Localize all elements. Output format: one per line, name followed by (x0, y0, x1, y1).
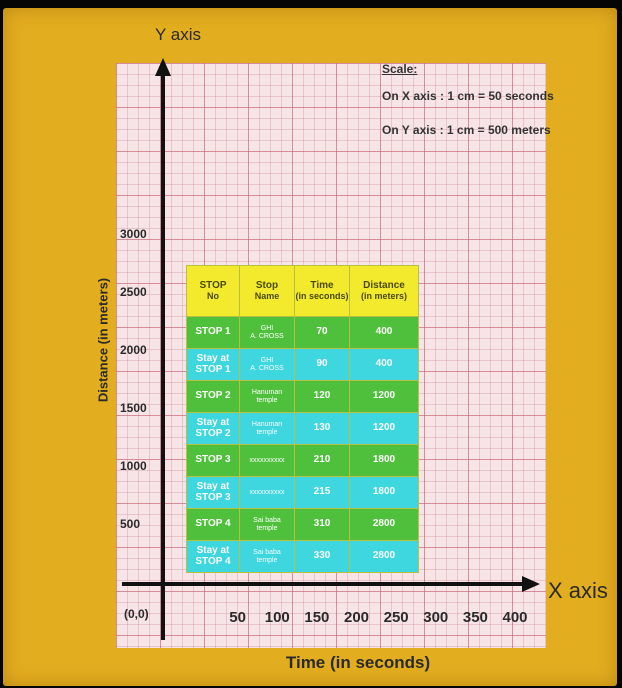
cell-stop-name: Sai baba temple (239, 540, 295, 573)
cell-stop: Stay at STOP 2 (186, 412, 240, 445)
cell-distance: 400 (349, 348, 419, 381)
x-tick-labels: 50 100 150 200 250 300 350 400 (229, 609, 527, 626)
stops-data-table: STOP No Stop Name Time (in seconds) Distanc… (186, 265, 419, 573)
cell-stop: STOP 3 (186, 444, 240, 477)
cell-time: 210 (294, 444, 350, 477)
y-tick-label: 2000 (120, 343, 147, 357)
table-row: Stay at STOP 1 GHI A. CROSS 90 400 (186, 348, 419, 381)
x-tick-label: 400 (502, 609, 527, 626)
cell-distance: 2800 (349, 508, 419, 541)
x-axis-label: Time (in seconds) (286, 653, 430, 672)
y-tick-label: 3000 (120, 227, 147, 241)
cell-stop-name: xxxxxxxxxx (239, 476, 295, 509)
y-axis-name: Y axis (155, 25, 201, 44)
cell-stop: STOP 2 (186, 380, 240, 413)
cell-distance: 2800 (349, 540, 419, 573)
cell-stop: Stay at STOP 3 (186, 476, 240, 509)
y-tick-label: 1500 (120, 401, 147, 415)
origin-label: (0,0) (124, 607, 149, 621)
cell-distance: 400 (349, 316, 419, 349)
table-row: STOP 3 xxxxxxxxxx 210 1800 (186, 444, 419, 477)
cell-stop-name: GHI A. CROSS (239, 316, 295, 349)
x-tick-label: 350 (463, 609, 488, 626)
cell-time: 90 (294, 348, 350, 381)
table-row: Stay at STOP 2 Hanuman temple 130 1200 (186, 412, 419, 445)
cell-stop-name: xxxxxxxxxx (239, 444, 295, 477)
y-axis-arrow (155, 58, 171, 76)
header-distance: Distance (in meters) (349, 265, 419, 317)
scale-note: Scale: On X axis : 1 cm = 50 seconds On … (382, 62, 602, 156)
cell-stop: Stay at STOP 1 (186, 348, 240, 381)
table-row: STOP 4 Sai baba temple 310 2800 (186, 508, 419, 541)
cell-stop-name: Hanuman temple (239, 412, 295, 445)
cell-time: 70 (294, 316, 350, 349)
y-tick-label: 2500 (120, 285, 147, 299)
scale-y-line: On Y axis : 1 cm = 500 meters (382, 122, 551, 137)
scale-title: Scale: (382, 62, 418, 76)
cell-stop: STOP 4 (186, 508, 240, 541)
y-tick-labels: 500 1000 1500 2000 2500 3000 (120, 227, 147, 531)
x-tick-label: 250 (384, 609, 409, 626)
x-tick-label: 200 (344, 609, 369, 626)
x-axis-name: X axis (548, 578, 608, 603)
table-row: STOP 2 Hanuman temple 120 1200 (186, 380, 419, 413)
cell-stop-name: Sai baba temple (239, 508, 295, 541)
cell-time: 215 (294, 476, 350, 509)
cell-distance: 1800 (349, 476, 419, 509)
cell-time: 130 (294, 412, 350, 445)
cell-stop-name: Hanuman temple (239, 380, 295, 413)
y-axis-label: Distance (in meters) (95, 277, 111, 403)
cell-distance: 1800 (349, 444, 419, 477)
x-tick-label: 300 (423, 609, 448, 626)
x-tick-label: 50 (229, 609, 246, 626)
table-row: STOP 1 GHI A. CROSS 70 400 (186, 316, 419, 349)
cell-stop: STOP 1 (186, 316, 240, 349)
cell-time: 120 (294, 380, 350, 413)
table-row: Stay at STOP 3 xxxxxxxxxx 215 1800 (186, 476, 419, 509)
cell-distance: 1200 (349, 412, 419, 445)
cell-time: 310 (294, 508, 350, 541)
header-time: Time (in seconds) (294, 265, 350, 317)
x-tick-label: 100 (265, 609, 290, 626)
table-row: Stay at STOP 4 Sai baba temple 330 2800 (186, 540, 419, 573)
x-tick-label: 150 (304, 609, 329, 626)
y-tick-label: 500 (120, 517, 140, 531)
y-tick-label: 1000 (120, 459, 147, 473)
cell-time: 330 (294, 540, 350, 573)
header-stop-no: STOP No (186, 265, 240, 317)
header-stop-name: Stop Name (239, 265, 295, 317)
scale-x-line: On X axis : 1 cm = 50 seconds (382, 89, 554, 104)
cell-stop-name: GHI A. CROSS (239, 348, 295, 381)
x-axis-arrow (522, 576, 540, 592)
cell-distance: 1200 (349, 380, 419, 413)
table-header-row: STOP No Stop Name Time (in seconds) Distanc… (186, 265, 419, 317)
cell-stop: Stay at STOP 4 (186, 540, 240, 573)
